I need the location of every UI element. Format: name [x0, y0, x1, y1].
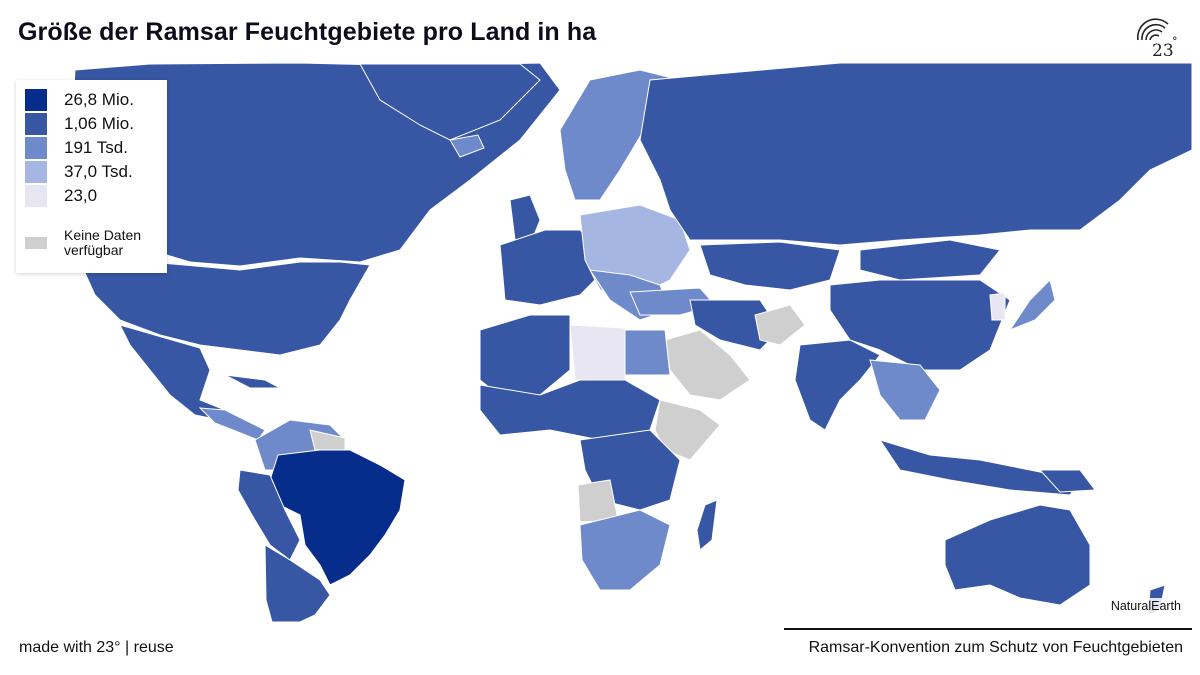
legend-label: Keine Daten verfügbar [64, 227, 142, 258]
legend-label: 1,06 Mio. [64, 114, 134, 133]
legend-label: 23,0 [64, 186, 98, 205]
country-west-africa[interactable] [479, 379, 661, 441]
country-kazakhstan[interactable] [699, 241, 841, 291]
footer-left: made with 23° | reuse [19, 639, 174, 657]
legend-label: 26,8 Mio. [64, 90, 134, 109]
legend-item-no-data: Keine Daten verfügbar [25, 228, 154, 258]
country-central-america[interactable] [198, 407, 266, 441]
legend-label: 191 Tsd. [64, 138, 128, 157]
country-usa[interactable] [79, 261, 371, 356]
country-brazil[interactable] [269, 449, 406, 586]
country-madagascar[interactable] [696, 499, 718, 551]
legend-item: 191 Tsd. [25, 137, 128, 159]
country-egypt[interactable] [624, 329, 671, 376]
country-greenland[interactable] [359, 63, 541, 141]
legend-item: 26,8 Mio. [25, 89, 134, 111]
map-legend: 26,8 Mio. 1,06 Mio. 191 Tsd. 37,0 Tsd. 2… [16, 80, 167, 273]
logo-degree: ° [1172, 35, 1178, 48]
country-japan[interactable] [1008, 279, 1056, 332]
legend-item: 23,0 [25, 185, 97, 207]
country-middle-east[interactable] [689, 299, 781, 351]
country-cuba[interactable] [224, 374, 281, 389]
country-russia[interactable] [639, 62, 1193, 246]
country-libya[interactable] [569, 324, 626, 381]
country-saudi-arabia[interactable] [664, 329, 751, 401]
country-north-africa[interactable] [479, 314, 571, 401]
country-southeast-asia[interactable] [869, 359, 941, 421]
country-horn-of-africa[interactable] [654, 399, 721, 461]
legend-item: 37,0 Tsd. [25, 161, 133, 183]
legend-swatch [25, 185, 47, 207]
country-uk[interactable] [509, 194, 541, 246]
world-map[interactable] [0, 62, 1200, 622]
country-iceland[interactable] [449, 134, 485, 158]
chart-title: Größe der Ramsar Feuchtgebiete pro Land … [18, 18, 597, 46]
country-papua-new-guinea[interactable] [1038, 469, 1096, 493]
legend-label: 37,0 Tsd. [64, 162, 133, 181]
country-southern-africa[interactable] [579, 509, 671, 591]
legend-swatch [25, 113, 47, 135]
map-credit: NaturalEarth [1108, 598, 1183, 614]
legend-swatch [25, 237, 47, 249]
legend-swatch [25, 161, 47, 183]
legend-swatch [25, 89, 47, 111]
country-china[interactable] [829, 279, 1011, 371]
reuse-link[interactable]: reuse [133, 639, 174, 656]
country-afghanistan[interactable] [754, 304, 806, 346]
legend-item: 1,06 Mio. [25, 113, 134, 135]
made-with-link[interactable]: made with 23° [19, 639, 121, 656]
logo-text: 23 [1152, 41, 1174, 60]
23-degrees-logo-icon[interactable]: 23 ° [1132, 14, 1182, 60]
legend-swatch [25, 137, 47, 159]
footer-divider [784, 628, 1192, 630]
country-mongolia[interactable] [859, 239, 1001, 281]
country-india[interactable] [794, 339, 881, 431]
footer-separator: | [125, 639, 130, 656]
source-note: Ramsar-Konvention zum Schutz von Feuchtg… [808, 639, 1183, 656]
country-korea[interactable] [989, 292, 1006, 321]
country-argentina-chile[interactable] [264, 544, 331, 622]
country-australia[interactable] [944, 504, 1091, 606]
